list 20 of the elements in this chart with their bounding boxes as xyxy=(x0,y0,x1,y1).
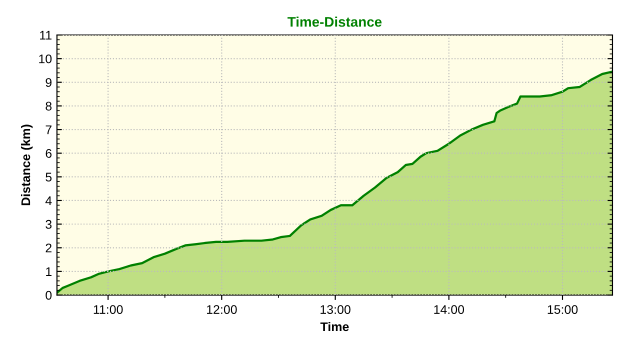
y-tick-label: 0 xyxy=(46,290,52,300)
y-tick-label: 7 xyxy=(46,125,52,134)
x-tick-label: 14:00 xyxy=(434,305,464,314)
x-tick-label: 12:00 xyxy=(207,305,237,314)
y-tick-label: 10 xyxy=(39,54,52,64)
y-tick-label: 4 xyxy=(45,196,52,206)
y-tick-label: 3 xyxy=(46,220,52,229)
x-axis-title: Time xyxy=(320,322,349,332)
x-tick-label: 13:00 xyxy=(320,305,350,314)
y-axis-title: Distance (km) xyxy=(20,124,33,206)
y-tick-label: 5 xyxy=(46,172,52,182)
chart-title: Time-Distance xyxy=(288,16,382,27)
y-tick-label: 11 xyxy=(40,30,52,40)
x-tick-label: 11:00 xyxy=(94,305,123,314)
y-tick-label: 2 xyxy=(46,244,52,252)
y-tick-label: 9 xyxy=(46,78,52,87)
y-tick-label: 1 xyxy=(46,267,52,276)
y-tick-label: 8 xyxy=(46,102,52,111)
y-tick-label: 6 xyxy=(46,149,52,158)
x-tick-label: 15:00 xyxy=(548,305,578,314)
